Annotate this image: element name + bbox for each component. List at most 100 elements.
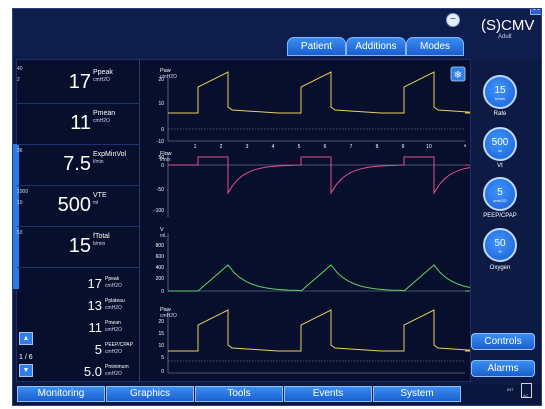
- chart-paw2-unit: cmH2O: [160, 313, 177, 319]
- close-icon[interactable]: ✕: [530, 9, 541, 15]
- y-tick-label: -100: [154, 208, 164, 214]
- peep-control[interactable]: 5 cmH2O: [483, 177, 517, 211]
- x-tick-label: 9: [402, 144, 405, 150]
- chart-flow-unit: l/min: [160, 157, 171, 163]
- param-value: 15: [68, 235, 91, 257]
- flow-curve: [168, 156, 470, 195]
- controls-button[interactable]: Controls: [471, 333, 535, 350]
- param-name: Pmean: [93, 110, 116, 117]
- param-name: ExpMinVol: [93, 151, 127, 158]
- mini-unit: cmH2O: [105, 349, 122, 355]
- param-value: 7.5: [63, 153, 91, 175]
- oxygen-label: Oxygen: [489, 265, 511, 271]
- mini-name: Ppeak: [105, 276, 120, 282]
- tab-events[interactable]: Events: [284, 386, 372, 402]
- param-unit: cmH2O: [93, 118, 110, 124]
- page-down-button[interactable]: ▼: [19, 364, 33, 377]
- y-tick-label: 0: [161, 289, 164, 295]
- power-ac-indicator: AC: [521, 383, 532, 398]
- rate-control[interactable]: 15 b/min: [483, 75, 517, 109]
- control-unit: b/min: [495, 96, 505, 101]
- vt-label: Vt: [497, 163, 503, 169]
- tab-graphics[interactable]: Graphics: [106, 386, 194, 402]
- panel-divider: [139, 59, 140, 382]
- tab-modes[interactable]: Modes: [406, 37, 464, 56]
- chart-volume-label: V: [160, 227, 164, 233]
- mini-unit: cmH2O: [105, 327, 122, 333]
- x-tick-label: 7: [350, 144, 353, 150]
- x-tick-label: 1: [194, 144, 197, 150]
- page-indicator: 1 / 6: [19, 354, 33, 361]
- y-tick-label: 10: [158, 343, 164, 349]
- y-tick-label: 50: [158, 155, 164, 161]
- mini-value: 11: [88, 320, 103, 335]
- chart-flow-label: Flow: [160, 151, 172, 157]
- control-unit: cmH2O: [493, 198, 507, 203]
- oxygen-control[interactable]: 50 %: [483, 228, 517, 262]
- x-tick-label: 4: [272, 144, 275, 150]
- alarms-button[interactable]: Alarms: [471, 360, 535, 377]
- mini-name: Pminimum: [105, 364, 129, 370]
- param-vte: 1900 10 500 VTE ml: [17, 186, 139, 227]
- pressure-curve-2: [168, 309, 470, 352]
- mini-name: Pmean: [105, 320, 121, 326]
- peep-label: PEEP/CPAP: [483, 213, 517, 219]
- tab-tools[interactable]: Tools: [195, 386, 283, 402]
- control-value: 15: [494, 85, 506, 96]
- y-tick-label: 20: [158, 77, 164, 83]
- mini-value: 5: [94, 342, 102, 357]
- chart-paw-label: Paw: [160, 68, 171, 74]
- mini-param-pplateau: 13 Pplateau cmH2O: [49, 295, 139, 317]
- tab-monitoring[interactable]: Monitoring: [17, 386, 105, 402]
- param-value: 11: [70, 112, 91, 134]
- param-unit: l/min: [93, 159, 104, 165]
- y-tick-label: 15: [158, 331, 164, 337]
- control-value: 50: [494, 238, 506, 249]
- mini-value: 13: [87, 298, 102, 313]
- mini-param-pmean: 11 Pmean cmH2O: [49, 317, 139, 339]
- control-unit: %: [498, 249, 502, 254]
- page-up-button[interactable]: ▲: [19, 332, 33, 345]
- zoom-out-icon[interactable]: −: [446, 13, 460, 27]
- ac-label: AC: [523, 393, 529, 398]
- y-tick-label: 200: [156, 276, 165, 282]
- y-tick-label: -10: [157, 139, 164, 145]
- alarm-limit-low: 10: [17, 200, 23, 206]
- y-tick-label: 5: [161, 355, 164, 361]
- param-value: 17: [68, 71, 91, 93]
- param-unit: ml: [93, 200, 99, 206]
- x-tick-label: 3: [246, 144, 249, 150]
- tab-system[interactable]: System: [373, 386, 461, 402]
- param-name: VTE: [93, 192, 107, 199]
- y-tick-label: -50: [157, 187, 164, 193]
- x-tick-label: 2: [220, 144, 223, 150]
- side-drawer-handle[interactable]: [13, 144, 19, 289]
- param-pmean: 11 Pmean cmH2O: [17, 104, 139, 145]
- y-tick-label: 20: [158, 319, 164, 325]
- ventilator-screen: − ✕ (S)CMV Adult Patient Additions Modes…: [12, 8, 542, 406]
- param-unit: b/min: [93, 241, 106, 247]
- patient-group-label: Adult: [498, 34, 512, 40]
- chart-volume-unit: mL: [160, 233, 167, 239]
- param-ppeak: 40 2 17 Ppeak cmH2O: [17, 63, 139, 104]
- freeze-button[interactable]: ❄: [450, 66, 466, 82]
- vt-control[interactable]: 500 ml: [483, 127, 517, 161]
- chart-paw-unit: cmH2O: [160, 74, 177, 80]
- svg-text:❄: ❄: [454, 70, 462, 81]
- tab-additions[interactable]: Additions: [346, 37, 406, 56]
- y-tick-label: 0: [161, 163, 164, 169]
- x-tick-label: 8: [376, 144, 379, 150]
- mini-name: Pplateau: [105, 298, 125, 304]
- chart-paw2-label: Paw: [160, 307, 171, 313]
- mini-value: 5.0: [83, 364, 102, 379]
- tab-patient[interactable]: Patient: [287, 37, 346, 56]
- mini-param-ppeak: 17 Ppeak cmH2O: [49, 273, 139, 295]
- power-indicator-int: INT: [507, 387, 514, 392]
- alarm-limit-high: 40: [17, 66, 23, 72]
- mini-unit: cmH2O: [105, 305, 122, 311]
- param-name: Ppeak: [93, 69, 113, 76]
- mini-param-pminimum: 5.0 Pminimum cmH2O: [49, 361, 139, 383]
- control-unit: ml: [497, 148, 503, 153]
- x-tick-label: 6: [324, 144, 327, 150]
- rate-label: Rate: [493, 111, 507, 117]
